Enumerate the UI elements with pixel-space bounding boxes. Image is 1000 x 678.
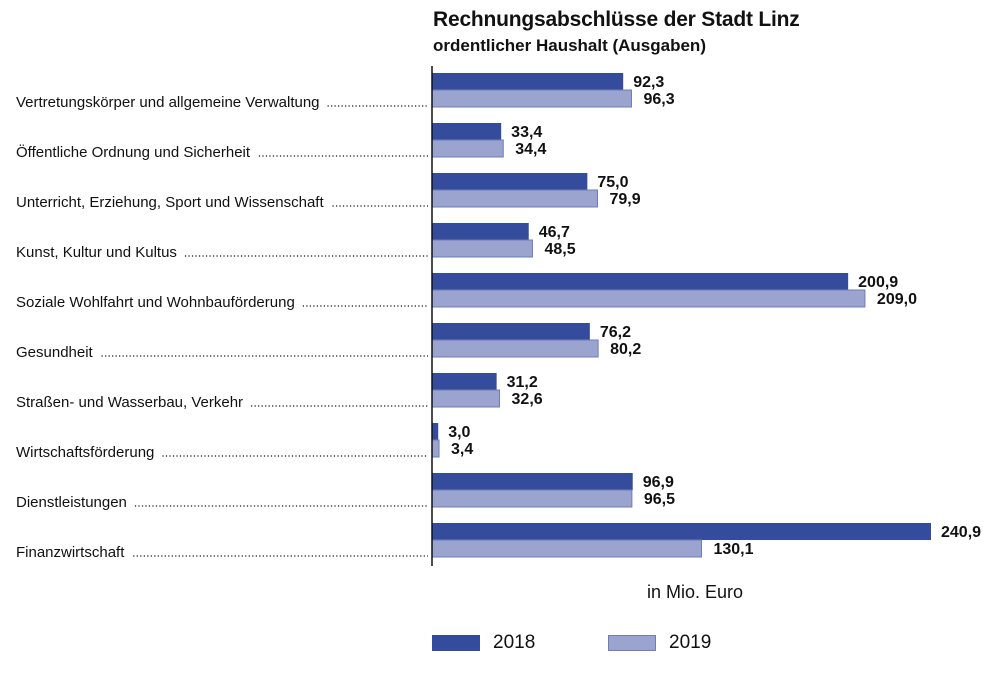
value-label-2018: 240,9 bbox=[941, 524, 981, 541]
category-label: Öffentliche Ordnung und Sicherheit bbox=[16, 143, 251, 161]
category-label: Unterricht, Erziehung, Sport und Wissens… bbox=[16, 194, 324, 211]
legend-item-2018: 2018 bbox=[432, 632, 535, 654]
bar-2019 bbox=[431, 539, 702, 558]
category-label: Gesundheit bbox=[16, 344, 94, 361]
value-label-2019: 209,0 bbox=[877, 291, 917, 308]
value-label-2018: 31,2 bbox=[507, 374, 538, 391]
value-label-2018: 33,4 bbox=[511, 124, 542, 141]
value-label-2018: 3,0 bbox=[448, 424, 470, 441]
legend-swatch-2018 bbox=[432, 635, 480, 651]
x-axis-unit-label: in Mio. Euro bbox=[647, 582, 744, 602]
legend-label-2019: 2019 bbox=[669, 632, 712, 653]
value-label-2019: 79,9 bbox=[610, 191, 641, 208]
legend-item-2019: 2019 bbox=[608, 632, 711, 654]
bar-2018 bbox=[432, 323, 590, 340]
value-label-2019: 34,4 bbox=[515, 141, 546, 158]
bar-2019 bbox=[431, 439, 440, 458]
bar-2019 bbox=[431, 289, 866, 308]
value-label-2019: 80,2 bbox=[610, 341, 641, 358]
legend-label-2018: 2018 bbox=[493, 632, 536, 653]
bar-2018 bbox=[432, 273, 849, 290]
value-label-2018: 76,2 bbox=[600, 324, 631, 341]
bar-2018 bbox=[432, 223, 529, 240]
bar-2019 bbox=[431, 389, 501, 408]
value-label-2018: 92,3 bbox=[633, 74, 664, 91]
bar-2019 bbox=[431, 239, 533, 258]
category-label: Wirtschaftsförderung bbox=[16, 444, 154, 461]
value-label-2019: 32,6 bbox=[512, 391, 543, 408]
bar-2018 bbox=[432, 373, 497, 390]
bars-group: Vertretungskörper und allgemeine Verwalt… bbox=[16, 73, 981, 561]
chart-title: Rechnungsabschlüsse der Stadt Linz bbox=[433, 8, 800, 31]
value-label-2019: 3,4 bbox=[451, 441, 473, 458]
legend-swatch-2019 bbox=[608, 635, 656, 651]
value-label-2018: 46,7 bbox=[539, 224, 570, 241]
bar-2018 bbox=[432, 523, 931, 540]
bar-2019 bbox=[431, 139, 504, 158]
value-label-2018: 200,9 bbox=[858, 274, 898, 291]
bar-2018 bbox=[432, 73, 624, 90]
value-label-2018: 75,0 bbox=[597, 174, 628, 191]
bar-2018 bbox=[432, 173, 588, 190]
bar-2019 bbox=[431, 339, 599, 358]
bar-2018 bbox=[432, 473, 633, 490]
value-label-2018: 96,9 bbox=[643, 474, 674, 491]
bar-2019 bbox=[431, 89, 632, 108]
value-label-2019: 48,5 bbox=[544, 241, 575, 258]
category-label: Soziale Wohlfahrt und Wohnbauförderung bbox=[16, 294, 295, 311]
category-label: Vertretungskörper und allgemeine Verwalt… bbox=[16, 94, 320, 111]
category-label: Kunst, Kultur und Kultus bbox=[16, 244, 177, 261]
value-label-2019: 96,5 bbox=[644, 491, 675, 508]
category-label: Straßen- und Wasserbau, Verkehr bbox=[16, 394, 243, 411]
bar-2019 bbox=[431, 489, 633, 508]
chart-subtitle: ordentlicher Haushalt (Ausgaben) bbox=[433, 36, 706, 55]
bar-2019 bbox=[431, 189, 599, 208]
bar-2018 bbox=[432, 423, 439, 440]
value-label-2019: 130,1 bbox=[713, 541, 753, 558]
category-label: Dienstleistungen bbox=[16, 494, 127, 511]
value-label-2019: 96,3 bbox=[643, 91, 674, 108]
bar-2018 bbox=[432, 123, 502, 140]
category-label: Finanzwirtschaft bbox=[16, 544, 125, 561]
